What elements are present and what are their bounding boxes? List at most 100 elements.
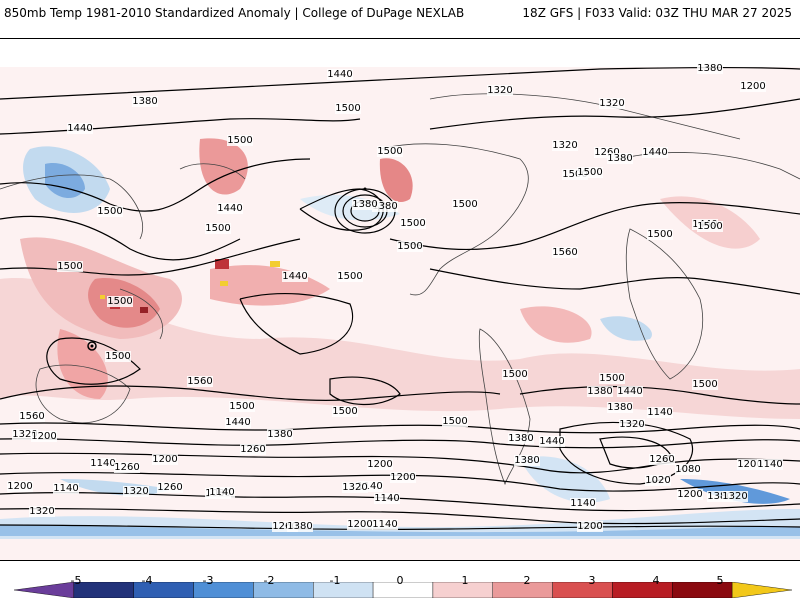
contour-label: 1560 (552, 247, 577, 258)
contour-label: 1440 (327, 69, 352, 80)
contour-label: 1320 (12, 429, 37, 440)
contour-label: 1380 (697, 63, 722, 74)
contour-label: 1140 (757, 459, 782, 470)
contour-label: 1500 (400, 218, 425, 229)
contour-label: 1320 (599, 98, 624, 109)
contour-label: 1500 (442, 416, 467, 427)
contour-label: 1380 (352, 199, 377, 210)
contour-label: 1500 (692, 379, 717, 390)
contour-label: 1440 (225, 417, 250, 428)
contour-label: 1260 (240, 444, 265, 455)
contour-label: 1200 (740, 81, 765, 92)
colorbar (14, 582, 792, 598)
colorbar-swatch (612, 582, 673, 598)
contour-label: 1500 (332, 406, 357, 417)
contour-label: 1500 (105, 351, 130, 362)
contour-label: 1200 (737, 459, 762, 470)
contour-label: 1500 (647, 229, 672, 240)
contour-label: 1140 (372, 519, 397, 530)
contour-label: 1020 (645, 475, 670, 486)
model-run-label: 18Z GFS | F033 Valid: 03Z THU MAR 27 202… (522, 6, 792, 20)
contour-label: 1440 (617, 386, 642, 397)
contour-label: 1080 (675, 464, 700, 475)
contour-label: 1320 (123, 486, 148, 497)
contour-label: 1200 (677, 489, 702, 500)
colorbar-swatch (73, 582, 134, 598)
contour-label: 1320 (342, 482, 367, 493)
contour-label: 1140 (570, 498, 595, 509)
colorbar-tick-label: -1 (329, 574, 341, 587)
colorbar-swatch (731, 582, 792, 598)
colorbar-tick-label: -3 (202, 574, 214, 587)
contour-label: 1320 (487, 85, 512, 96)
contour-label: 1380 (287, 521, 312, 532)
contour-label: 1440 (67, 123, 92, 134)
contour-label: 1440 (217, 203, 242, 214)
colorbar-tick-label: 0 (396, 574, 404, 587)
contour-label: 1260 (649, 454, 674, 465)
contour-label: 1200 (7, 481, 32, 492)
colorbar-tick-label: -5 (70, 574, 82, 587)
contour-label: 1500 (97, 206, 122, 217)
contour-label: 1260 (272, 521, 297, 532)
contour-label: 1500 (335, 103, 360, 114)
contour-label: 1560 (187, 376, 212, 387)
colorbar-tick-label: 5 (716, 574, 724, 587)
contour-label: 1200 (577, 521, 602, 532)
contour-label: 1320 (619, 419, 644, 430)
contour-label: 1380 (372, 201, 397, 212)
contour-label: 1200 (347, 519, 372, 530)
contour-label: 1500 (57, 261, 82, 272)
contour-label: 1140 (374, 493, 399, 504)
colorbar-swatch (552, 582, 613, 598)
contour-label: 1200 (152, 454, 177, 465)
contour-label: 1500 (577, 167, 602, 178)
map-canvas: 1440150013801380138014401500150014401500… (0, 63, 800, 560)
contour-label: 1500 (107, 296, 132, 307)
contour-label: 1260 (594, 147, 619, 158)
contour-label: 1500 (377, 146, 402, 157)
contour-label: 1380 (508, 433, 533, 444)
anomaly-shading (0, 67, 800, 560)
colorbar-tick-label: -2 (263, 574, 275, 587)
contour-labels: 1440150013801380138014401500150014401500… (7, 63, 783, 532)
contour-label: 1500 (205, 223, 230, 234)
contour-label: 1500 (562, 169, 587, 180)
contour-label: 1500 (452, 199, 477, 210)
colorbar-swatch (313, 582, 374, 598)
contour-label: 1500 (502, 369, 527, 380)
contour-label: 1440 (282, 271, 307, 282)
map-title: 850mb Temp 1981-2010 Standardized Anomal… (4, 6, 465, 20)
colorbar-tick-label: 2 (523, 574, 531, 587)
contour-label: 1380 (607, 402, 632, 413)
contour-label: 1500 (227, 135, 252, 146)
contour-label: 1260 (157, 482, 182, 493)
contour-label: 1380 (514, 455, 539, 466)
colorbar-swatch (253, 582, 314, 598)
contour-label: 1440 (642, 147, 667, 158)
pressure-centers (87, 187, 367, 351)
colorbar-tick-label: 3 (588, 574, 596, 587)
contour-label: 1320 (552, 140, 577, 151)
contour-label: 1560 (19, 411, 44, 422)
colorbar-tick-label: -4 (141, 574, 153, 587)
contour-label: 1500 (599, 373, 624, 384)
contour-label: 1380 (267, 429, 292, 440)
contour-label: 1380 (132, 96, 157, 107)
colorbar-tick-label: 1 (461, 574, 469, 587)
contour-label: 1380 (707, 491, 732, 502)
colorbar-tick-label: 4 (652, 574, 660, 587)
contour-label: 1140 (90, 458, 115, 469)
colorbar-swatch (14, 582, 75, 598)
contour-label: 1260 (114, 462, 139, 473)
contour-label: 1140 (357, 481, 382, 492)
contour-label: 1500 (337, 271, 362, 282)
contour-label: 1200 (31, 431, 56, 442)
contour-label: 1320 (722, 491, 747, 502)
contour-label: 1140 (53, 483, 78, 494)
contour-label: 1200 (390, 472, 415, 483)
anomaly-map[interactable]: 1440 1500 1380 1380 1380 1440 1500 1500 1440 1500… (0, 38, 800, 561)
contour-label: 1320 (29, 506, 54, 517)
contour-label: 1500 (229, 401, 254, 412)
contour-label: 1140 (209, 487, 234, 498)
